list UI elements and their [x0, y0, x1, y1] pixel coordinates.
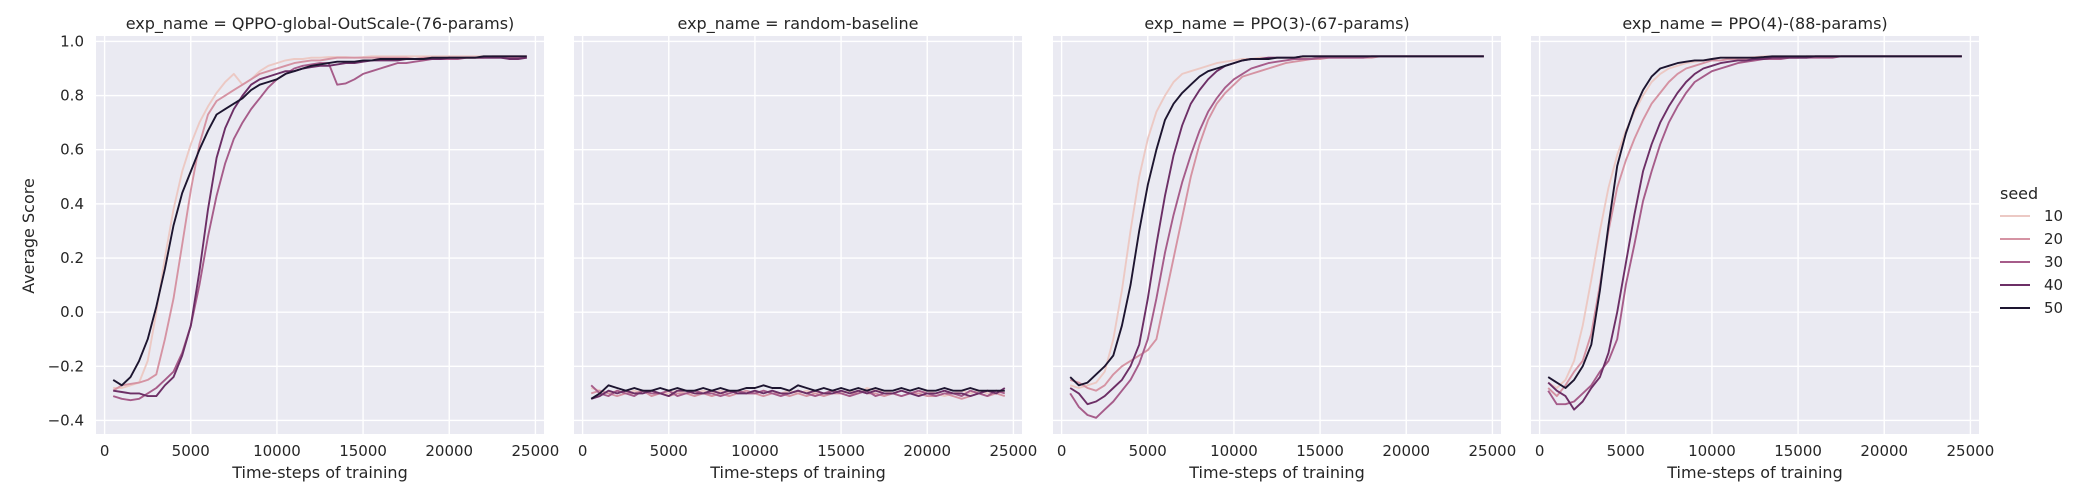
y-tick-label: 0.6	[60, 141, 84, 159]
x-axis-label: Time-steps of training	[231, 463, 407, 482]
x-tick-label: 15000	[1774, 442, 1822, 460]
series-line-seed-40	[590, 387, 1006, 400]
legend-label: 30	[2044, 253, 2063, 271]
x-tick-label: 5000	[172, 442, 210, 460]
x-tick-label: 25000	[1469, 442, 1517, 460]
x-tick-label: 10000	[731, 442, 779, 460]
legend: seed 10 20 30 40 50	[2000, 184, 2063, 317]
legend-title: seed	[2000, 184, 2038, 203]
x-tick-label: 20000	[903, 442, 951, 460]
series-line-seed-50	[1069, 55, 1484, 387]
panel-4: 0 5000 10000 15000 20000 25000 exp_name = PPO(…	[1531, 14, 1994, 482]
legend-label: 40	[2044, 276, 2063, 294]
x-tick-label: 10000	[253, 442, 301, 460]
panel-3: 0 5000 10000 15000 20000 25000 exp_name = PPO(…	[1053, 14, 1516, 482]
y-axis-label: Average Score	[19, 178, 38, 294]
x-tick-label: 10000	[1688, 442, 1736, 460]
y-tick-label: 0.8	[60, 87, 84, 105]
panel-1: 0 5000 10000 15000 20000 25000 −0.4 −0.2 0.0 0.2 0…	[48, 14, 560, 482]
x-axis-label: Time-steps of training	[1188, 463, 1364, 482]
x-tick-label: 20000	[1860, 442, 1908, 460]
x-tick-label: 15000	[1296, 442, 1344, 460]
x-tick-label: 10000	[1210, 442, 1258, 460]
x-tick-label: 0	[1535, 442, 1545, 460]
x-tick-label: 25000	[1947, 442, 1995, 460]
x-tick-label: 15000	[339, 442, 387, 460]
x-tick-label: 5000	[1607, 442, 1645, 460]
plot-area	[574, 36, 1022, 434]
x-axis-label: Time-steps of training	[1666, 463, 1842, 482]
series-line-seed-50	[1547, 55, 1962, 389]
panel-title: exp_name = PPO(3)-(67-params)	[1144, 14, 1409, 34]
series-line-seed-10	[113, 55, 527, 389]
series-line-seed-50	[112, 55, 527, 387]
panel-title: exp_name = QPPO-global-OutScale-(76-para…	[126, 14, 515, 34]
x-tick-label: 5000	[1129, 442, 1167, 460]
x-axis-label: Time-steps of training	[709, 463, 885, 482]
legend-label: 50	[2044, 299, 2063, 317]
panel-title: exp_name = random-baseline	[678, 14, 919, 34]
plot-area	[1531, 36, 1979, 434]
y-tick-label: −0.2	[48, 357, 84, 375]
x-tick-label: 0	[100, 442, 110, 460]
legend-label: 20	[2044, 230, 2063, 248]
x-tick-label: 25000	[512, 442, 560, 460]
legend-label: 10	[2044, 207, 2063, 225]
panel-title: exp_name = PPO(4)-(88-params)	[1622, 14, 1887, 34]
x-tick-label: 0	[578, 442, 588, 460]
x-tick-label: 20000	[1382, 442, 1430, 460]
plot-area	[1053, 36, 1501, 434]
panel-2: 0 5000 10000 15000 20000 25000 exp_name = rand…	[574, 14, 1037, 482]
x-tick-label: 5000	[650, 442, 688, 460]
panels: 0 5000 10000 15000 20000 25000 −0.4 −0.2 0.0 0.2 0…	[48, 14, 1995, 482]
x-tick-label: 0	[1057, 442, 1067, 460]
y-tick-label: 1.0	[60, 32, 84, 50]
x-tick-label: 25000	[990, 442, 1038, 460]
y-tick-label: 0.4	[60, 195, 84, 213]
y-tick-label: 0.0	[60, 303, 84, 321]
series-line-seed-50	[590, 384, 1005, 400]
x-tick-label: 15000	[817, 442, 865, 460]
x-tick-label: 20000	[425, 442, 473, 460]
y-tick-label: 0.2	[60, 249, 84, 267]
y-tick-label: −0.4	[48, 411, 84, 429]
